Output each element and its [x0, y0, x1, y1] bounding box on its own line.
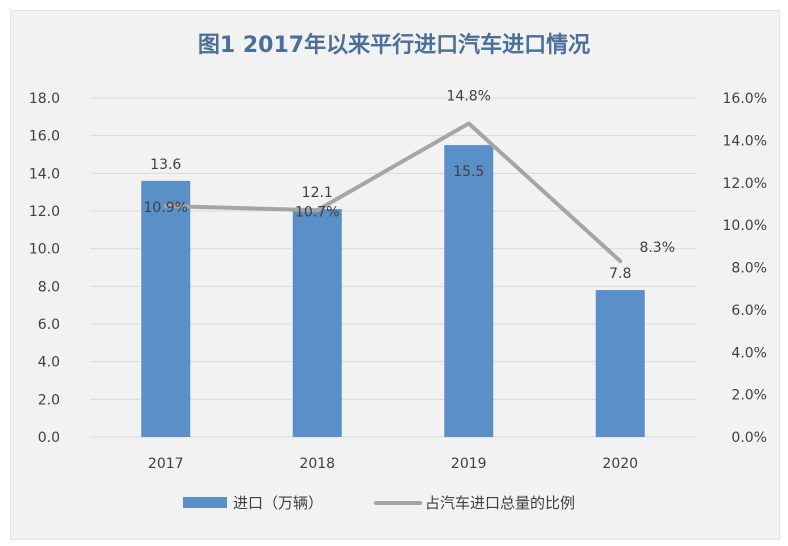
- x-tick-label: 2018: [299, 456, 335, 472]
- left-tick-label: 16.0: [29, 129, 60, 145]
- bar-labels: 13.6 12.1 15.5 7.8: [150, 157, 631, 282]
- right-tick-label: 8.0%: [731, 261, 767, 277]
- chart-title: 图1 2017年以来平行进口汽车进口情况: [198, 32, 590, 58]
- right-tick-label: 16.0%: [723, 91, 767, 107]
- bar-value-label: 12.1: [302, 185, 333, 201]
- line-value-label: 10.7%: [295, 204, 339, 220]
- left-tick-label: 4.0: [38, 355, 60, 371]
- ratio-line-path: [163, 121, 623, 264]
- left-tick-label: 14.0: [29, 166, 60, 182]
- bar: [444, 145, 494, 438]
- bar: [595, 290, 645, 437]
- left-tick-label: 18.0: [29, 91, 60, 107]
- bar-value-label: 15.5: [453, 164, 484, 180]
- line-labels: 10.9% 10.7% 14.8% 8.3%: [144, 88, 676, 256]
- left-tick-label: 8.0: [38, 279, 60, 295]
- gridlines: [90, 97, 696, 438]
- left-tick-label: 0.0: [38, 430, 60, 446]
- right-tick-label: 0.0%: [731, 430, 767, 446]
- legend: 进口（万辆） 占汽车进口总量的比例: [183, 494, 575, 512]
- legend-label-line: 占汽车进口总量的比例: [425, 494, 575, 512]
- right-tick-label: 10.0%: [723, 218, 767, 234]
- left-axis-ticks: 0.0 2.0 4.0 6.0 8.0 10.0 12.0 14.0 16.0 18.0: [29, 91, 60, 446]
- left-tick-label: 6.0: [38, 317, 60, 333]
- bar: [292, 209, 342, 437]
- x-tick-label: 2020: [602, 456, 638, 472]
- line-value-label: 10.9%: [144, 200, 188, 216]
- bar-value-label: 13.6: [150, 157, 181, 173]
- bars: [141, 145, 645, 438]
- line-value-label: 14.8%: [447, 88, 491, 104]
- x-axis-ticks: 2017 2018 2019 2020: [148, 456, 638, 472]
- left-tick-label: 10.0: [29, 242, 60, 258]
- x-tick-label: 2017: [148, 456, 184, 472]
- right-tick-label: 14.0%: [723, 133, 767, 149]
- right-tick-label: 12.0%: [723, 176, 767, 192]
- right-axis-ticks: 0.0% 2.0% 4.0% 6.0% 8.0% 10.0% 12.0% 14.0% 16.0%: [723, 91, 767, 446]
- left-tick-label: 12.0: [29, 204, 60, 220]
- legend-swatch-bar: [183, 497, 227, 508]
- right-tick-label: 2.0%: [731, 388, 767, 404]
- bar-value-label: 7.8: [609, 266, 631, 282]
- right-tick-label: 6.0%: [731, 303, 767, 319]
- right-tick-label: 4.0%: [731, 345, 767, 361]
- left-tick-label: 2.0: [38, 392, 60, 408]
- x-tick-label: 2019: [451, 456, 487, 472]
- line-value-label: 8.3%: [639, 240, 675, 256]
- bar: [141, 180, 191, 437]
- legend-label-bar: 进口（万辆）: [233, 494, 323, 512]
- ratio-line: [163, 121, 623, 264]
